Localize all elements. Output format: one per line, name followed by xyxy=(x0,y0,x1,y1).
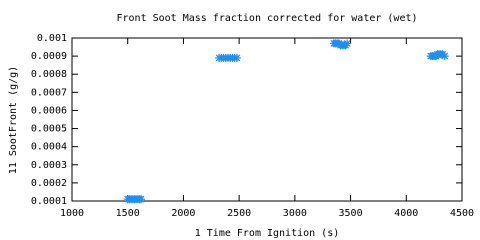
y-tick-label: 0.0009 xyxy=(31,51,67,62)
y-tick-label: 0.001 xyxy=(37,33,67,44)
point xyxy=(232,53,241,62)
x-tick-label: 4500 xyxy=(450,208,474,219)
x-tick-label: 1000 xyxy=(60,208,84,219)
y-tick-label: 0.0001 xyxy=(31,196,67,207)
x-tick-label: 1500 xyxy=(116,208,140,219)
x-tick-label: 3000 xyxy=(283,208,307,219)
y-tick-label: 0.0005 xyxy=(31,124,67,135)
y-tick-label: 0.0002 xyxy=(31,178,67,189)
y-tick-label: 0.0007 xyxy=(31,87,67,98)
x-axis-label: 1 Time From Ignition (s) xyxy=(195,228,340,239)
x-tick-label: 3500 xyxy=(339,208,363,219)
point xyxy=(137,195,146,204)
x-tick-label: 2500 xyxy=(227,208,251,219)
y-tick-label: 0.0003 xyxy=(31,160,67,171)
y-tick-label: 0.0006 xyxy=(31,105,67,116)
x-tick-label: 2000 xyxy=(171,208,195,219)
chart-title: Front Soot Mass fraction corrected for w… xyxy=(116,13,417,24)
y-tick-label: 0.0004 xyxy=(31,142,67,153)
point xyxy=(343,39,352,48)
y-tick-label: 0.0008 xyxy=(31,69,67,80)
plot-frame xyxy=(71,37,463,202)
point xyxy=(440,52,449,61)
x-tick-label: 4000 xyxy=(394,208,418,219)
y-axis-label: 11 SootFront (g/g) xyxy=(8,66,19,174)
